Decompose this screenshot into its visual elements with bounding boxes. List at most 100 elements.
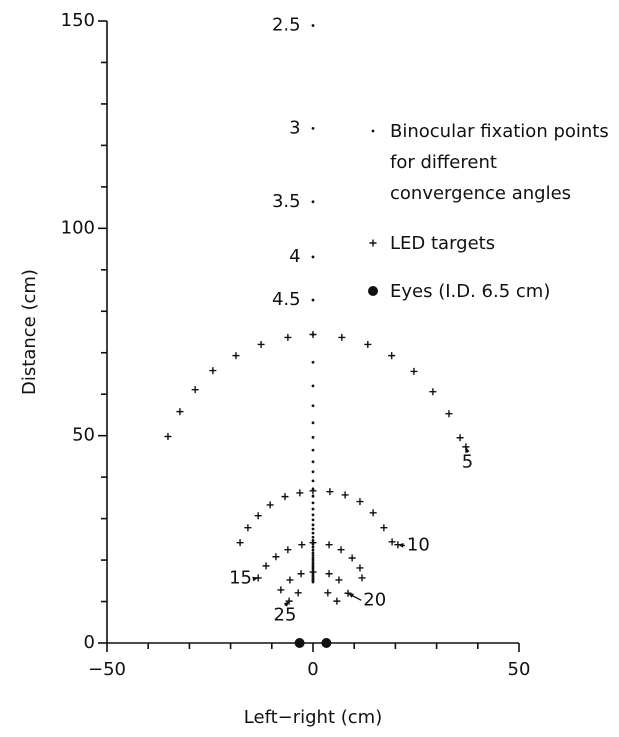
annotation: 2.5 (272, 15, 301, 36)
led-target (266, 501, 274, 509)
led-target (335, 576, 343, 584)
fixation-point (311, 561, 315, 564)
annotation: 20 (363, 589, 386, 610)
fixation-point (311, 554, 315, 557)
fixation-point (311, 24, 315, 27)
fixation-point (311, 551, 315, 555)
led-target (297, 570, 305, 578)
fixation-point (311, 507, 315, 511)
y-tick-label: 100 (61, 217, 95, 238)
fixation-point (311, 545, 315, 549)
fixation-point (311, 548, 315, 552)
led-target (341, 491, 349, 499)
fixation-point (311, 435, 315, 439)
fixation-point (311, 384, 315, 388)
annotation: 15 (229, 568, 252, 589)
legend-label: LED targets (390, 233, 496, 254)
led-target (281, 493, 289, 501)
led-target (284, 333, 292, 341)
led-target (356, 498, 364, 506)
legend-symbol (368, 286, 378, 296)
legend-label: Eyes (I.D. 6.5 cm) (390, 281, 551, 302)
led-target (358, 574, 366, 582)
fixation-point (311, 527, 315, 531)
led-target (236, 539, 244, 547)
fixation-point (311, 518, 315, 522)
fixation-point (311, 556, 315, 560)
legend-symbol (371, 129, 375, 133)
led-target (309, 330, 317, 338)
eye (294, 638, 305, 648)
fixation-point (311, 535, 315, 539)
fixation-point (311, 563, 315, 567)
led-target (286, 576, 294, 584)
annotation: 10 (407, 535, 430, 556)
fixation-point (311, 494, 315, 498)
led-target (176, 408, 184, 416)
led-target (445, 410, 453, 418)
led-target (309, 568, 317, 576)
fixation-point (311, 501, 315, 505)
led-target (456, 434, 464, 442)
y-tick-label: 0 (84, 632, 95, 653)
annotation: 5 (462, 452, 473, 473)
led-target (388, 352, 396, 360)
fixation-point (311, 200, 315, 204)
led-target (429, 388, 437, 396)
y-tick-label: 150 (61, 10, 95, 31)
fixation-point (311, 523, 315, 527)
led-target (298, 541, 306, 549)
arrow-head (283, 601, 290, 607)
arrow-head (252, 576, 259, 582)
fixation-point (311, 360, 315, 364)
fixation-point (311, 448, 315, 452)
led-target (272, 553, 280, 561)
annotation: 25 (274, 605, 297, 626)
led-target (309, 539, 317, 547)
led-target (277, 586, 285, 594)
led-target (191, 386, 199, 394)
led-target (325, 541, 333, 549)
led-target (333, 597, 341, 605)
fixation-point (311, 513, 315, 517)
legend-label: Binocular fixation points for different … (390, 121, 609, 204)
arrow-head (348, 593, 354, 598)
x-tick-label: −50 (88, 659, 126, 680)
annotation: 4.5 (272, 289, 301, 310)
arrow-head (397, 543, 404, 548)
y-axis-label: Distance (cm) (19, 269, 40, 395)
fixation-point (311, 558, 315, 562)
led-target (326, 488, 334, 496)
led-target (324, 589, 332, 597)
fixation-point (311, 126, 315, 130)
led-target (294, 589, 302, 597)
annotation: 3.5 (272, 191, 301, 212)
led-target (284, 546, 292, 554)
fixation-point (311, 421, 315, 425)
led-target (364, 340, 372, 348)
led-target (325, 570, 333, 578)
led-target (209, 367, 217, 375)
annotation: 4 (289, 246, 300, 267)
fixation-point (311, 531, 315, 535)
led-target (410, 367, 418, 375)
led-target (369, 509, 377, 517)
y-tick-label: 50 (72, 425, 95, 446)
fixation-point (311, 470, 315, 474)
led-target (338, 333, 346, 341)
led-target (254, 512, 262, 520)
fixation-point (311, 580, 315, 584)
led-target (164, 432, 172, 440)
led-target (309, 487, 317, 495)
led-target (388, 538, 396, 546)
arrow-head (465, 446, 470, 453)
fixation-point (311, 255, 315, 259)
annotation: 3 (289, 117, 300, 138)
led-target (257, 340, 265, 348)
x-tick-label: 0 (307, 659, 318, 680)
fixation-point (311, 479, 315, 483)
led-target (262, 562, 270, 570)
led-target (296, 489, 304, 497)
